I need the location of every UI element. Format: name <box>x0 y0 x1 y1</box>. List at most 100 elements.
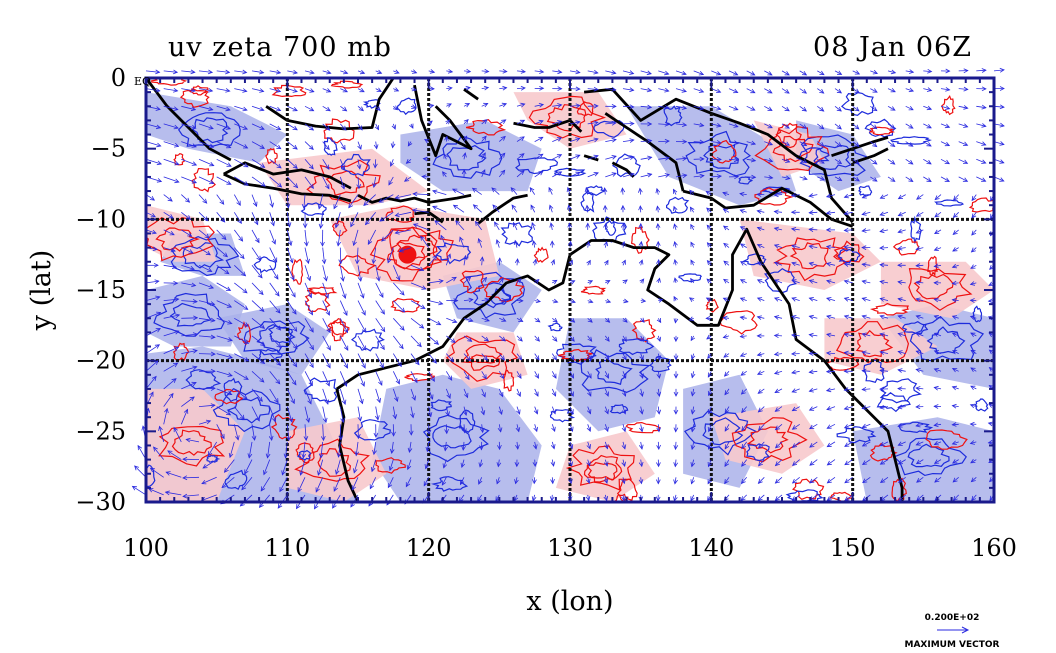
wind-vector-head <box>739 191 745 197</box>
wind-vector <box>569 280 576 285</box>
wind-vector-head <box>441 480 447 486</box>
wind-vector-head <box>969 421 975 427</box>
wind-vector-head <box>987 298 993 304</box>
wind-vector-head <box>750 123 756 128</box>
wind-vector-shaft <box>357 335 367 351</box>
wind-vector <box>269 229 276 245</box>
wind-vector-head <box>430 376 435 382</box>
wind-vector-shaft <box>852 105 860 112</box>
wind-vector <box>897 404 906 410</box>
wind-vector-head <box>173 280 179 286</box>
coastline <box>604 112 685 192</box>
wind-vector-head <box>336 241 342 247</box>
wind-vector-head <box>970 477 976 483</box>
wind-vector-shaft <box>757 494 765 501</box>
wind-vector-shaft <box>534 406 538 414</box>
wind-vector <box>843 227 853 233</box>
wind-vector-shaft <box>916 441 924 446</box>
wind-vector <box>951 332 959 337</box>
wind-vector <box>269 300 281 314</box>
wind-vector <box>711 174 723 179</box>
wind-vector <box>587 154 599 160</box>
wind-vector-head <box>318 223 324 229</box>
wind-vector <box>969 298 977 303</box>
wind-vector <box>445 253 452 266</box>
wind-vector <box>843 405 853 411</box>
wind-vector-shaft <box>791 334 800 337</box>
wind-vector-shaft <box>339 282 346 299</box>
wind-vector <box>427 406 433 418</box>
wind-vector-shaft <box>862 297 871 301</box>
positive-contour <box>631 319 657 343</box>
wind-vector <box>333 477 341 492</box>
wind-vector-shaft <box>781 88 790 94</box>
wind-vector-head <box>340 276 345 282</box>
wind-vector-head <box>639 336 644 343</box>
wind-vector-head <box>854 159 860 165</box>
wind-vector <box>774 459 783 467</box>
wind-vector-head <box>388 180 393 186</box>
wind-vector-shaft <box>251 335 265 347</box>
wind-vector <box>861 262 871 268</box>
wind-vector-shaft <box>234 265 246 277</box>
wind-vector-shaft <box>551 477 554 484</box>
wind-vector <box>145 158 163 166</box>
wind-vector-head <box>879 228 885 234</box>
wind-vector-head <box>420 235 425 241</box>
wind-vector-head <box>915 263 921 268</box>
wind-vector <box>774 494 783 501</box>
wind-vector <box>375 87 382 92</box>
wind-vector <box>181 348 198 354</box>
wind-vector-shaft <box>357 300 366 316</box>
wind-vector <box>181 194 191 203</box>
wind-vector-shaft <box>367 229 377 245</box>
x-tick-label: 120 <box>406 534 452 562</box>
wind-vector-head <box>809 443 815 448</box>
wind-vector <box>304 123 315 131</box>
wind-vector <box>462 254 468 266</box>
wind-vector-head <box>416 342 422 348</box>
wind-vector-head <box>269 202 274 208</box>
wind-vector-head <box>620 204 626 210</box>
wind-vector-head <box>999 177 1005 182</box>
wind-vector <box>495 239 501 248</box>
wind-vector-shaft <box>409 441 412 453</box>
wind-vector-shaft <box>234 70 247 73</box>
wind-vector <box>357 371 365 387</box>
wind-vector <box>516 353 523 361</box>
wind-vector <box>304 282 312 299</box>
wind-vector-shaft <box>286 371 297 386</box>
wind-vector-head <box>271 239 276 245</box>
wind-vector-head <box>333 204 338 210</box>
wind-vector-head <box>192 299 198 304</box>
wind-vector-shaft <box>675 123 687 126</box>
wind-vector-head <box>325 106 331 112</box>
wind-vector-shaft <box>724 477 730 484</box>
wind-vector-shaft <box>357 318 367 333</box>
wind-vector <box>302 212 308 229</box>
wind-vector <box>808 261 818 267</box>
wind-vector <box>459 236 465 248</box>
wind-vector-head <box>915 297 921 303</box>
wind-vector-head <box>836 88 843 94</box>
wind-vector-shaft <box>791 297 800 301</box>
wind-vector <box>304 229 309 247</box>
wind-vector <box>164 490 182 496</box>
wind-vector <box>923 123 932 129</box>
wind-vector <box>622 317 628 323</box>
wind-vector-head <box>220 433 225 440</box>
wind-vector-shaft <box>304 70 314 74</box>
wind-vector-head <box>460 462 466 469</box>
wind-vector <box>773 244 783 249</box>
wind-vector-shaft <box>826 406 836 410</box>
wind-vector-head <box>785 158 791 163</box>
wind-vector-head <box>622 355 627 361</box>
wind-vector-shaft <box>604 335 610 342</box>
wind-vector-shaft <box>216 247 228 258</box>
wind-vector-shaft <box>181 229 192 237</box>
wind-vector-head <box>575 120 581 125</box>
wind-vector <box>552 103 563 108</box>
wind-vector-head <box>149 196 156 201</box>
wind-vector-head <box>879 423 885 428</box>
wind-vector-shaft <box>216 370 233 377</box>
